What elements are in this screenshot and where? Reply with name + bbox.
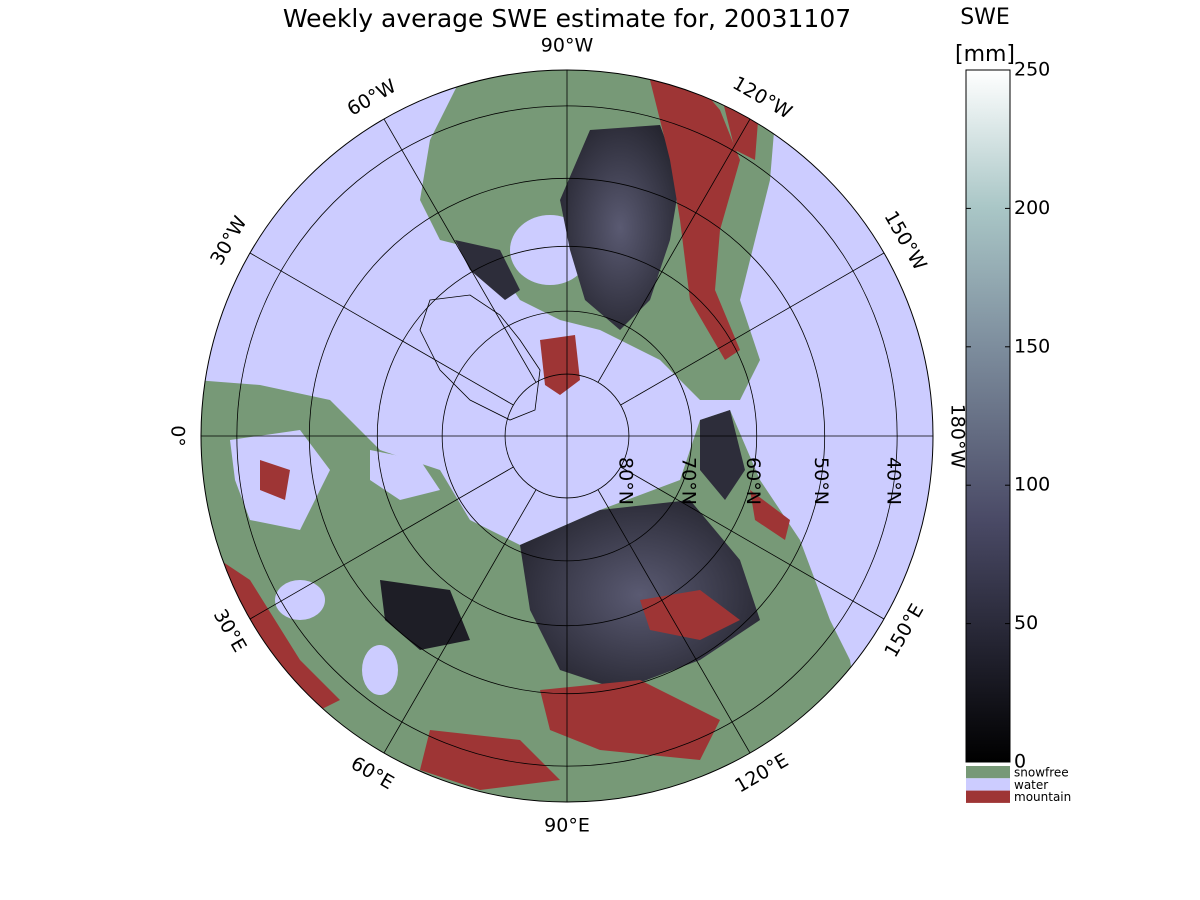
graticule	[201, 70, 933, 802]
snow-area	[560, 125, 680, 330]
meridian	[597, 118, 751, 383]
longitude-label: 0°	[167, 425, 189, 447]
meridian	[383, 118, 537, 383]
legend-swatch	[966, 766, 1010, 779]
meridian	[383, 489, 537, 754]
longitude-label: 180°W	[947, 404, 969, 469]
mountain-area	[420, 730, 560, 790]
snow-area	[520, 500, 760, 690]
legend-swatch	[966, 778, 1010, 791]
legend-label: snowfree	[1014, 766, 1069, 780]
latitude-label: 80°N	[614, 457, 636, 505]
legend-label: water	[1014, 778, 1048, 792]
colorbar-tick-label: 100	[1014, 474, 1050, 496]
latitude-label: 50°N	[810, 457, 832, 505]
latitude-label: 70°N	[677, 457, 699, 505]
colorbar-label: SWE	[960, 5, 1010, 30]
meridian	[620, 252, 885, 406]
mountain-area	[540, 335, 580, 395]
map-frame	[200, 69, 934, 803]
colorbar-tick-label: 0	[1014, 751, 1026, 773]
colorbar-tick-label: 250	[1014, 59, 1050, 81]
greenland	[419, 294, 541, 421]
latitude-label: 40°N	[883, 457, 905, 505]
colorbar-tick-label: 150	[1014, 335, 1050, 357]
snow-area	[455, 240, 520, 300]
mountain-area	[260, 460, 290, 500]
meridian	[620, 466, 885, 620]
snow-area	[700, 410, 745, 500]
mountain-area	[220, 560, 340, 710]
colorbar-tick-label: 50	[1014, 612, 1038, 634]
legend-label: mountain	[1014, 790, 1071, 804]
mountain-area	[540, 680, 720, 760]
sea	[370, 450, 440, 500]
colorbar-unit: [mm]	[955, 42, 1015, 67]
latitude-label: 60°N	[742, 457, 764, 505]
meridian	[249, 466, 514, 620]
mountain-area	[750, 490, 790, 540]
map-body	[201, 70, 933, 802]
mountain-area	[640, 590, 740, 640]
longitude-label: 90°E	[544, 815, 590, 837]
longitude-label: 30°E	[209, 605, 251, 656]
colorbar-tick-label: 200	[1014, 197, 1050, 219]
longitude-label: 60°W	[344, 75, 401, 120]
longitude-label: 60°E	[347, 752, 398, 794]
longitude-label: 90°W	[541, 35, 594, 57]
title: Weekly average SWE estimate for, 2003110…	[283, 4, 851, 33]
meridian	[249, 252, 514, 406]
sea	[362, 645, 398, 695]
longitude-label: 30°W	[206, 212, 251, 269]
mountain-area	[650, 75, 740, 360]
colorbar	[965, 69, 1011, 763]
snow-area	[380, 580, 470, 650]
legend-swatch	[966, 790, 1010, 803]
meridian	[597, 489, 751, 754]
sea	[275, 580, 325, 620]
